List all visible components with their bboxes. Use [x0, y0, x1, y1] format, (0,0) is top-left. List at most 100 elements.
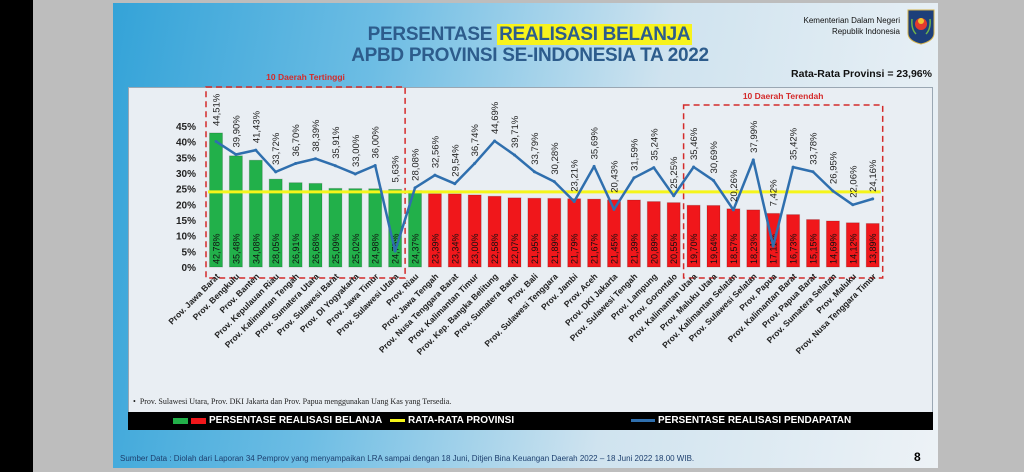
legend-swatch-green	[173, 417, 188, 424]
revenue-point	[433, 173, 437, 177]
revenue-point	[413, 186, 417, 190]
legend: PERSENTASE REALISASI BELANJA RATA-RATA P…	[128, 412, 933, 430]
bar-value-label: 21,45%	[610, 233, 620, 264]
bar	[527, 197, 542, 268]
bar	[447, 193, 462, 268]
revenue-line	[215, 139, 874, 253]
revenue-value-label: 28,08%	[411, 148, 422, 181]
revenue-point	[333, 164, 337, 168]
revenue-point	[513, 153, 516, 157]
revenue-point	[831, 189, 835, 193]
bar-value-label: 17,11%	[769, 234, 779, 264]
bar-value-label: 24,37%	[411, 233, 421, 264]
revenue-value-label: 33,79%	[530, 132, 541, 165]
revenue-point	[751, 158, 755, 162]
bar	[507, 197, 522, 268]
revenue-value-label: 33,78%	[809, 132, 820, 165]
ministry-line2: Republik Indonesia	[831, 27, 900, 36]
bar	[487, 195, 502, 268]
bar-value-label: 14,12%	[848, 233, 858, 264]
revenue-value-label: 24,16%	[868, 159, 879, 192]
revenue-value-label: 25,25%	[669, 156, 680, 189]
bar	[467, 194, 482, 268]
revenue-value-label: 44,69%	[490, 101, 501, 134]
ministry-logo-icon	[907, 9, 935, 45]
bar-value-label: 19,70%	[689, 233, 699, 264]
bar	[686, 204, 701, 268]
bar-value-label: 22,58%	[490, 233, 500, 264]
bar	[865, 222, 880, 268]
revenue-point	[672, 194, 676, 198]
bar-value-label: 21,67%	[590, 233, 600, 264]
bar-value-label: 28,05%	[271, 233, 281, 264]
revenue-point	[274, 170, 278, 174]
footnote: • Prov. Sulawesi Utara, Prov. DKI Jakart…	[133, 397, 452, 406]
legend-item-bars: PERSENTASE REALISASI BELANJA	[173, 415, 382, 426]
revenue-point	[632, 176, 636, 180]
title-line1: PERSENTASE REALISASI BELANJA	[330, 24, 730, 46]
bar-value-label: 24,98%	[371, 233, 381, 264]
bar	[288, 182, 303, 268]
bar-value-label: 21,95%	[530, 233, 540, 264]
revenue-point	[214, 139, 218, 143]
title-prefix: PERSENTASE	[367, 24, 498, 45]
bar-value-label: 21,39%	[629, 233, 639, 264]
revenue-point	[612, 207, 616, 211]
bar	[268, 178, 283, 268]
revenue-value-label: 36,70%	[291, 124, 302, 157]
revenue-value-label: 33,00%	[351, 134, 362, 167]
revenue-value-label: 33,72%	[271, 132, 282, 165]
bar	[368, 188, 383, 268]
y-tick-label: 20%	[176, 200, 196, 211]
letterbox-left	[0, 0, 33, 472]
ministry-line1: Kementerian Dalam Negeri	[803, 16, 901, 25]
revenue-point	[851, 203, 855, 207]
bar-value-label: 18,23%	[749, 233, 759, 264]
bar-value-label: 21,89%	[550, 233, 560, 264]
bar	[626, 199, 641, 268]
y-tick-label: 40%	[176, 138, 196, 149]
bar-value-label: 42,78%	[212, 233, 222, 264]
revenue-point	[453, 182, 457, 186]
bottom10-box	[682, 104, 884, 279]
y-tick-label: 5%	[182, 247, 197, 258]
title-line2: APBD PROVINSI SE-INDONESIA TA 2022	[351, 45, 709, 66]
y-tick-label: 0%	[182, 263, 197, 274]
y-tick-label: 35%	[176, 153, 196, 164]
revenue-point	[811, 170, 815, 174]
bar-value-label: 15,15%	[809, 233, 819, 264]
revenue-point	[493, 139, 497, 143]
legend-label-line: PERSENTASE REALISASI PENDAPATAN	[658, 415, 852, 426]
bar	[845, 222, 860, 268]
legend-swatch-blue	[631, 419, 655, 422]
revenue-point	[552, 180, 556, 184]
top10-box	[205, 86, 406, 279]
bar-value-label: 20,55%	[669, 233, 679, 264]
revenue-point	[652, 166, 656, 170]
bar-value-label: 34,08%	[251, 233, 261, 264]
revenue-value-label: 36,00%	[371, 126, 382, 159]
y-tick-label: 25%	[176, 185, 196, 196]
revenue-point	[731, 208, 735, 212]
revenue-value-label: 23,21%	[570, 159, 581, 192]
revenue-point	[294, 162, 298, 166]
bar	[348, 188, 363, 268]
revenue-value-label: 7,42%	[769, 179, 780, 206]
revenue-value-label: 35,24%	[649, 128, 660, 161]
bar	[666, 202, 681, 268]
revenue-value-label: 26,95%	[828, 151, 839, 184]
bar-value-label: 20,89%	[649, 233, 659, 264]
revenue-value-label: 35,91%	[331, 126, 342, 159]
bar-value-label: 18,57%	[729, 233, 739, 264]
revenue-value-label: 29,54%	[450, 144, 461, 177]
bar	[706, 204, 721, 268]
revenue-point	[393, 249, 397, 253]
revenue-point	[871, 197, 875, 201]
ministry-name: Kementerian Dalam Negeri Republik Indone…	[770, 15, 901, 37]
bar-value-label: 35,48%	[231, 233, 241, 264]
revenue-point	[254, 148, 258, 152]
bar	[806, 219, 820, 268]
revenue-point	[473, 161, 477, 165]
legend-item-average: RATA-RATA PROVINSI	[390, 415, 514, 426]
revenue-value-label: 35,42%	[789, 127, 800, 160]
